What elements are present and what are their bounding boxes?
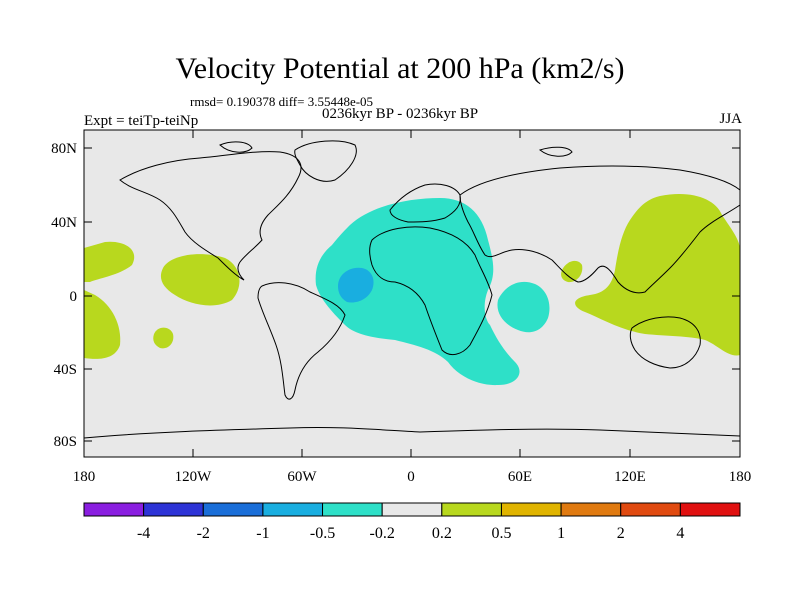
colorbar-labels: -4 -2 -1 -0.5 -0.2 0.2 0.5 1 2 4 xyxy=(137,525,684,542)
colorbar-label: 0.5 xyxy=(491,525,511,542)
colorbar-label: -0.2 xyxy=(370,525,395,542)
colorbar-swatch xyxy=(441,502,502,517)
negative-regions xyxy=(315,198,550,386)
x-tick-label: 180 xyxy=(729,469,752,485)
colorbar-swatch xyxy=(560,502,622,517)
coastline-antarctica xyxy=(83,426,741,439)
colorbar: -4 -2 -1 -0.5 -0.2 0.2 0.5 1 2 4 xyxy=(83,502,741,542)
frame-ticks xyxy=(84,130,740,457)
x-tick-label: 60E xyxy=(508,469,532,485)
colorbar-swatch xyxy=(83,502,145,517)
positive-region-arabian-sea xyxy=(561,260,583,283)
x-tick-label: 180 xyxy=(73,469,96,485)
y-axis-labels: 80N 40N 0 40S 80S xyxy=(51,141,77,450)
colorbar-label: 4 xyxy=(676,525,684,542)
colorbar-swatch xyxy=(262,502,324,517)
y-tick-label: 0 xyxy=(70,289,78,305)
colorbar-swatch xyxy=(143,502,204,517)
colorbar-swatch xyxy=(620,502,681,517)
x-tick-label: 0 xyxy=(407,469,415,485)
colorbar-swatch xyxy=(202,502,264,517)
period-label: 0236kyr BP - 0236kyr BP xyxy=(321,106,479,122)
colorbar-swatch xyxy=(679,502,741,517)
coastline-north-america xyxy=(119,151,302,281)
positive-region-south-pacific xyxy=(153,327,174,349)
colorbar-swatches xyxy=(83,502,741,517)
y-tick-label: 80S xyxy=(54,434,77,450)
chart-title: Velocity Potential at 200 hPa (km2/s) xyxy=(175,52,625,85)
colorbar-label: -0.5 xyxy=(310,525,335,542)
y-tick-label: 40S xyxy=(54,362,77,378)
coastline-greenland xyxy=(294,140,357,182)
coastlines xyxy=(83,140,741,439)
negative-region-indian-ocean xyxy=(497,281,550,333)
coastline-africa xyxy=(369,226,493,356)
coastline-south-america xyxy=(257,282,346,400)
colorbar-label: -1 xyxy=(256,525,269,542)
colorbar-swatch xyxy=(322,502,383,517)
positive-region-central-pacific-west xyxy=(84,241,135,282)
x-tick-label: 120E xyxy=(614,469,646,485)
season-label: JJA xyxy=(719,111,742,127)
colorbar-label: 1 xyxy=(557,525,565,542)
positive-region-date-line xyxy=(84,290,121,359)
coastline-australia xyxy=(629,316,701,369)
y-tick-label: 80N xyxy=(51,141,77,157)
colorbar-swatch xyxy=(500,502,562,517)
y-tick-label: 40N xyxy=(51,215,77,231)
colorbar-label: 0.2 xyxy=(432,525,452,542)
stats-text: rmsd= 0.190378 diff= 3.55448e-05 xyxy=(190,94,374,109)
coastline-arctic-islands xyxy=(219,141,573,157)
experiment-label: Expt = teiTp-teiNp xyxy=(84,113,199,129)
colorbar-swatch xyxy=(381,502,443,517)
negative-region-africa-atlantic xyxy=(315,198,520,386)
coastline-europe xyxy=(389,183,461,223)
x-tick-label: 120W xyxy=(175,469,213,485)
colorbar-label: -4 xyxy=(137,525,150,542)
negative-region-core-atlantic xyxy=(338,267,374,303)
map-frame xyxy=(83,129,741,458)
x-tick-label: 60W xyxy=(287,469,317,485)
colorbar-label: 2 xyxy=(617,525,625,542)
x-axis-labels: 180 120W 60W 0 60E 120E 180 xyxy=(73,469,752,485)
colorbar-label: -2 xyxy=(197,525,210,542)
positive-region-east-pacific xyxy=(160,254,240,306)
coastline-eurasia xyxy=(459,165,741,294)
